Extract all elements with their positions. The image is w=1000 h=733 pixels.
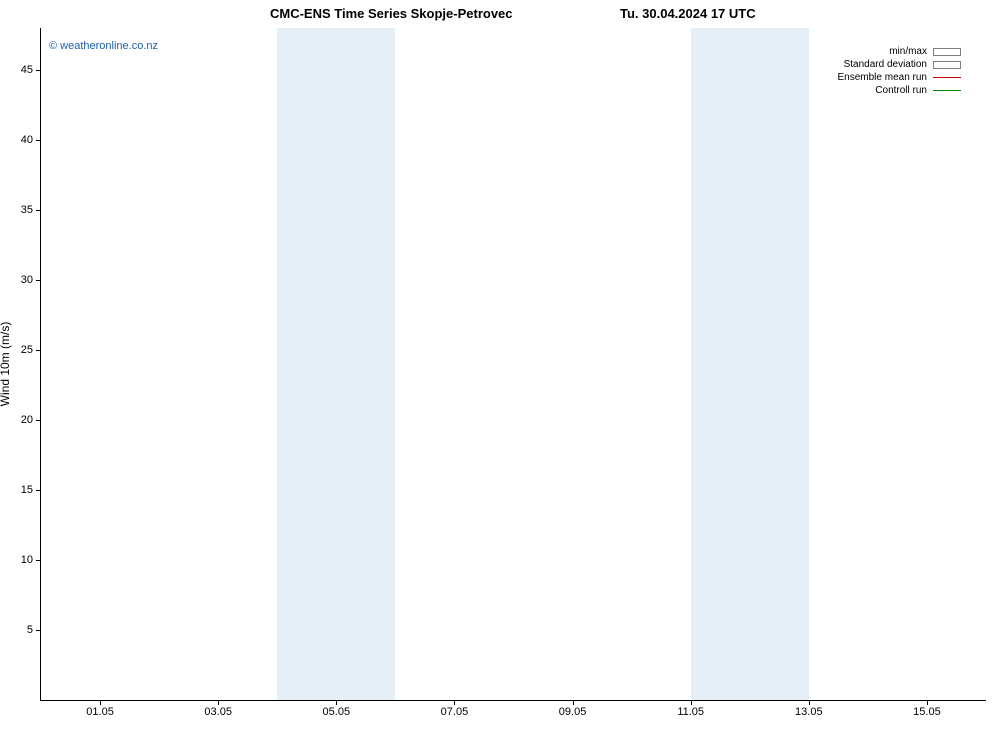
y-tick-mark — [36, 630, 41, 631]
y-tick-label: 45 — [21, 64, 33, 76]
legend-label: Standard deviation — [844, 58, 927, 71]
plot-area: © weatheronline.co.nz min/maxStandard de… — [40, 28, 986, 701]
y-tick-label: 25 — [21, 344, 33, 356]
y-tick-mark — [36, 420, 41, 421]
y-tick-mark — [36, 70, 41, 71]
legend-item: Standard deviation — [838, 58, 962, 71]
legend-line — [933, 77, 961, 78]
legend-item: Controll run — [838, 84, 962, 97]
y-tick-label: 35 — [21, 204, 33, 216]
y-tick-mark — [36, 140, 41, 141]
x-tick-label: 05.05 — [323, 706, 351, 718]
legend-line — [933, 90, 961, 91]
y-tick-label: 30 — [21, 274, 33, 286]
legend-swatch — [933, 48, 961, 56]
x-tick-label: 09.05 — [559, 706, 587, 718]
legend-label: min/max — [889, 45, 927, 58]
legend: min/maxStandard deviationEnsemble mean r… — [838, 45, 962, 97]
x-tick-label: 07.05 — [441, 706, 469, 718]
chart-title-left: CMC-ENS Time Series Skopje-Petrovec — [270, 6, 513, 21]
chart-title-right: Tu. 30.04.2024 17 UTC — [620, 6, 756, 21]
x-tick-mark — [100, 700, 101, 705]
y-tick-label: 10 — [21, 554, 33, 566]
x-tick-mark — [691, 700, 692, 705]
y-tick-mark — [36, 280, 41, 281]
y-tick-mark — [36, 560, 41, 561]
x-tick-mark — [809, 700, 810, 705]
legend-item: min/max — [838, 45, 962, 58]
chart-container: CMC-ENS Time Series Skopje-Petrovec Tu. … — [0, 0, 1000, 733]
watermark: © weatheronline.co.nz — [49, 40, 158, 52]
legend-label: Ensemble mean run — [838, 71, 928, 84]
weekend-band — [277, 28, 395, 700]
y-tick-label: 15 — [21, 484, 33, 496]
y-tick-label: 20 — [21, 414, 33, 426]
y-tick-mark — [36, 350, 41, 351]
x-tick-label: 13.05 — [795, 706, 823, 718]
legend-swatch — [933, 61, 961, 69]
y-tick-mark — [36, 210, 41, 211]
x-tick-label: 15.05 — [913, 706, 941, 718]
x-tick-label: 01.05 — [86, 706, 114, 718]
y-axis-label: Wind 10m (m/s) — [0, 322, 12, 407]
x-tick-mark — [336, 700, 337, 705]
x-tick-mark — [573, 700, 574, 705]
y-tick-mark — [36, 490, 41, 491]
legend-item: Ensemble mean run — [838, 71, 962, 84]
legend-label: Controll run — [875, 84, 927, 97]
weekend-band — [691, 28, 809, 700]
x-tick-mark — [927, 700, 928, 705]
x-tick-label: 11.05 — [677, 706, 704, 718]
y-tick-label: 40 — [21, 134, 33, 146]
x-tick-mark — [454, 700, 455, 705]
x-tick-label: 03.05 — [204, 706, 232, 718]
y-tick-label: 5 — [27, 624, 33, 636]
x-tick-mark — [218, 700, 219, 705]
